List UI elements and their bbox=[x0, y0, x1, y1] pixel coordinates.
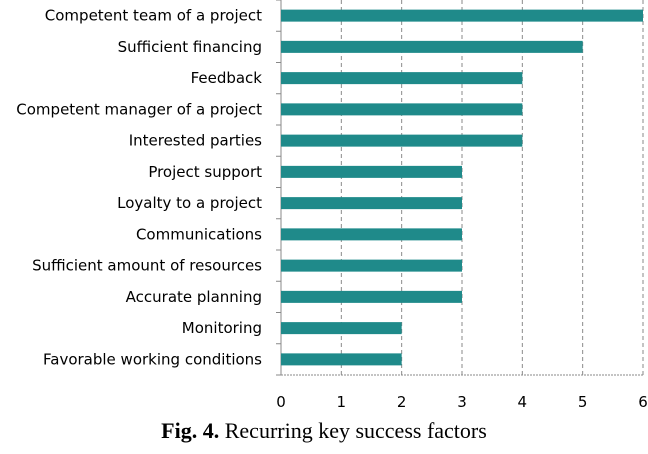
bar bbox=[281, 228, 462, 241]
x-tick-label: 0 bbox=[276, 393, 286, 411]
category-label: Feedback bbox=[191, 69, 263, 87]
bar bbox=[281, 72, 523, 85]
category-label: Competent manager of a project bbox=[16, 100, 262, 118]
x-tick-label: 3 bbox=[457, 393, 467, 411]
bar bbox=[281, 353, 402, 366]
bar bbox=[281, 103, 523, 116]
bar bbox=[281, 40, 583, 53]
category-label: Monitoring bbox=[182, 319, 262, 337]
category-label: Project support bbox=[148, 163, 262, 181]
x-tick-label: 2 bbox=[397, 393, 407, 411]
bar bbox=[281, 322, 402, 335]
category-label: Accurate planning bbox=[126, 288, 262, 306]
bar bbox=[281, 259, 462, 272]
category-label: Interested parties bbox=[129, 132, 262, 150]
x-tick-label: 1 bbox=[337, 393, 347, 411]
x-tick-label: 4 bbox=[518, 393, 528, 411]
figure-caption: Fig. 4. Recurring key success factors bbox=[0, 418, 648, 444]
category-label: Competent team of a project bbox=[45, 7, 262, 25]
caption-prefix: Fig. 4. bbox=[161, 418, 220, 443]
caption-text: Recurring key success factors bbox=[219, 418, 487, 443]
category-label: Loyalty to a project bbox=[117, 194, 262, 212]
bar bbox=[281, 9, 643, 22]
x-tick-label: 5 bbox=[578, 393, 588, 411]
bar-chart: Competent team of a project Sufficient fi… bbox=[16, 0, 648, 411]
x-tick-label: 6 bbox=[638, 393, 648, 411]
category-label: Favorable working conditions bbox=[43, 350, 262, 368]
bar bbox=[281, 290, 462, 303]
category-label: Sufficient financing bbox=[118, 38, 262, 56]
bar bbox=[281, 134, 523, 147]
category-label: Sufficient amount of resources bbox=[32, 257, 262, 275]
category-label: Communications bbox=[136, 225, 262, 243]
bar bbox=[281, 197, 462, 210]
bar bbox=[281, 165, 462, 178]
